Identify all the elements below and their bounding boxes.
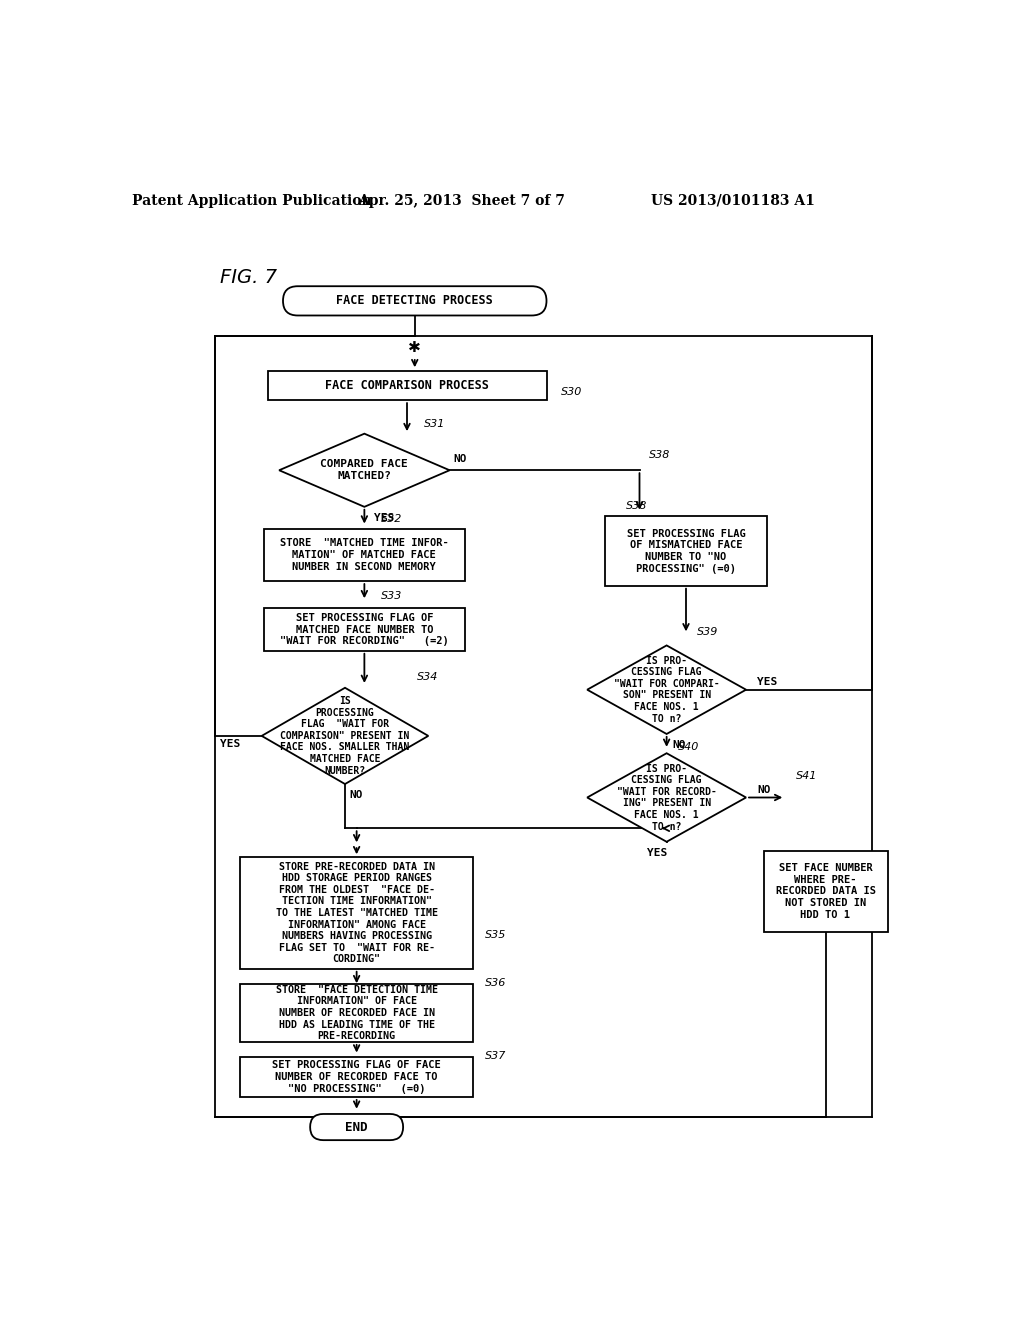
Text: NO: NO (673, 739, 686, 750)
Bar (267, 371, 547, 400)
Polygon shape (587, 645, 746, 734)
Text: YES: YES (757, 677, 777, 686)
Text: S38: S38 (627, 500, 648, 511)
Text: S30: S30 (560, 387, 582, 397)
Text: STORE  "FACE DETECTION TIME
INFORMATION" OF FACE
NUMBER OF RECORDED FACE IN
HDD : STORE "FACE DETECTION TIME INFORMATION" … (275, 985, 437, 1041)
Text: END: END (345, 1121, 368, 1134)
Text: STORE PRE-RECORDED DATA IN
HDD STORAGE PERIOD RANGES
FROM THE OLDEST  "FACE DE-
: STORE PRE-RECORDED DATA IN HDD STORAGE P… (275, 862, 437, 965)
Text: SET PROCESSING FLAG
OF MISMATCHED FACE
NUMBER TO "NO
PROCESSING" (=0): SET PROCESSING FLAG OF MISMATCHED FACE N… (627, 529, 745, 573)
Text: S38: S38 (649, 450, 670, 459)
Text: IS PRO-
CESSING FLAG
"WAIT FOR RECORD-
ING" PRESENT IN
FACE NOS. 1
TO n?: IS PRO- CESSING FLAG "WAIT FOR RECORD- I… (616, 763, 717, 832)
Text: S32: S32 (381, 513, 402, 524)
Text: SET PROCESSING FLAG OF
MATCHED FACE NUMBER TO
"WAIT FOR RECORDING"   (=2): SET PROCESSING FLAG OF MATCHED FACE NUMB… (280, 612, 449, 647)
Text: S37: S37 (485, 1051, 507, 1061)
Bar (263, 609, 465, 651)
FancyBboxPatch shape (283, 286, 547, 315)
Text: IS
PROCESSING
FLAG  "WAIT FOR
COMPARISON" PRESENT IN
FACE NOS. SMALLER THAN
MATC: IS PROCESSING FLAG "WAIT FOR COMPARISON"… (281, 696, 410, 776)
Text: FACE DETECTING PROCESS: FACE DETECTING PROCESS (336, 294, 494, 308)
Text: SET PROCESSING FLAG OF FACE
NUMBER OF RECORDED FACE TO
"NO PROCESSING"   (=0): SET PROCESSING FLAG OF FACE NUMBER OF RE… (272, 1060, 441, 1093)
Bar (241, 857, 473, 969)
Text: FACE COMPARISON PROCESS: FACE COMPARISON PROCESS (325, 379, 488, 392)
Bar (764, 851, 888, 932)
Text: NO: NO (757, 785, 770, 795)
Text: YES: YES (647, 847, 668, 858)
Text: STORE  "MATCHED TIME INFOR-
MATION" OF MATCHED FACE
NUMBER IN SECOND MEMORY: STORE "MATCHED TIME INFOR- MATION" OF MA… (280, 539, 449, 572)
Text: US 2013/0101183 A1: US 2013/0101183 A1 (650, 194, 814, 207)
Text: NO: NO (349, 789, 362, 800)
Text: S35: S35 (485, 929, 507, 940)
Text: S31: S31 (424, 418, 445, 429)
Bar (263, 529, 465, 581)
Text: FIG. 7: FIG. 7 (219, 268, 276, 288)
Polygon shape (280, 434, 450, 507)
Text: S39: S39 (697, 627, 718, 638)
Text: S40: S40 (678, 742, 698, 752)
Text: S36: S36 (485, 978, 507, 987)
Text: SET FACE NUMBER
WHERE PRE-
RECORDED DATA IS
NOT STORED IN
HDD TO 1: SET FACE NUMBER WHERE PRE- RECORDED DATA… (775, 863, 876, 920)
Bar (241, 985, 473, 1041)
Text: ✱: ✱ (409, 341, 421, 355)
Polygon shape (262, 688, 428, 784)
Polygon shape (587, 754, 746, 842)
Text: Apr. 25, 2013  Sheet 7 of 7: Apr. 25, 2013 Sheet 7 of 7 (357, 194, 564, 207)
Text: NO: NO (454, 454, 467, 465)
Text: IS PRO-
CESSING FLAG
"WAIT FOR COMPARI-
SON" PRESENT IN
FACE NOS. 1
TO n?: IS PRO- CESSING FLAG "WAIT FOR COMPARI- … (613, 656, 720, 723)
Text: Patent Application Publication: Patent Application Publication (132, 194, 372, 207)
Text: YES: YES (220, 739, 240, 748)
FancyBboxPatch shape (310, 1114, 403, 1140)
Bar (241, 1057, 473, 1097)
Text: COMPARED FACE
MATCHED?: COMPARED FACE MATCHED? (321, 459, 409, 480)
Text: S41: S41 (796, 771, 817, 781)
Text: S34: S34 (417, 672, 438, 682)
Text: S33: S33 (381, 591, 402, 601)
Text: YES: YES (374, 512, 394, 523)
Bar (604, 516, 767, 586)
